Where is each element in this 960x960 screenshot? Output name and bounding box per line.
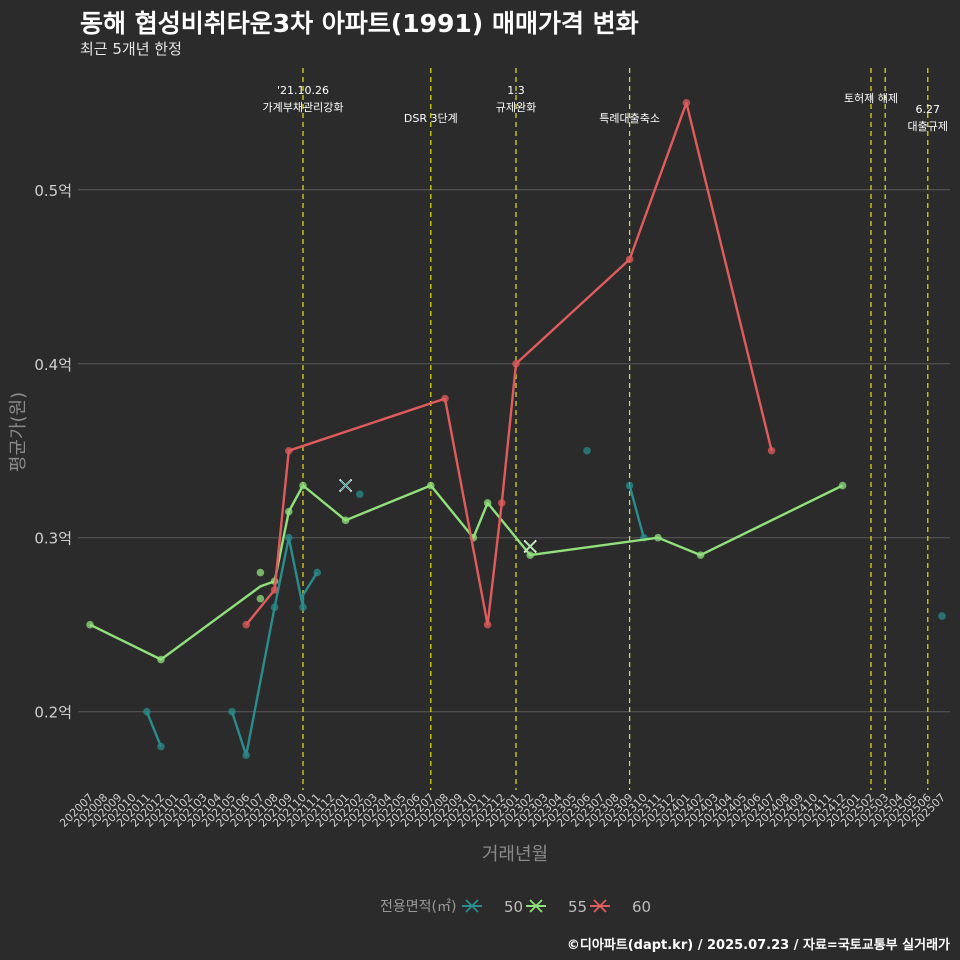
x-axis-label: 거래년월 — [482, 844, 548, 865]
data-point — [242, 620, 250, 629]
data-point — [356, 490, 364, 499]
data-point — [228, 707, 236, 716]
series-60 — [242, 98, 776, 629]
series-line — [89, 484, 844, 661]
data-point — [483, 620, 492, 629]
data-point — [427, 481, 435, 490]
grid-lines — [78, 189, 950, 713]
chart-caption: ©디아파트(dapt.kr) / 2025.07.23 / 자료=국토교통부 실… — [566, 938, 950, 953]
y-axis: 0.2억 0.3억 0.4억 0.5억 — [34, 182, 72, 722]
data-point — [696, 551, 705, 559]
data-point — [498, 499, 506, 507]
data-point — [938, 612, 946, 620]
data-point — [270, 586, 279, 594]
data-point — [256, 594, 265, 603]
data-point — [242, 751, 250, 760]
chart-title: 동해 협성비취타운3차 아파트(1991) 매매가격 변화 — [80, 9, 639, 38]
data-point — [838, 481, 847, 490]
data-point — [86, 620, 94, 629]
data-point — [526, 551, 534, 559]
annotation-label: 가계부채관리강화 — [263, 101, 344, 114]
legend-cross — [465, 899, 479, 913]
annotation-label: 토허제 해제 — [844, 91, 898, 105]
data-point — [341, 516, 350, 525]
data-point — [682, 98, 691, 107]
data-point — [299, 603, 307, 612]
data-point — [285, 533, 293, 542]
data-point — [285, 507, 293, 516]
y-tick-label: 0.3억 — [34, 530, 72, 548]
data-point — [157, 655, 165, 664]
legend-cross — [529, 899, 543, 913]
series-line — [245, 101, 773, 626]
series-layer — [86, 98, 946, 760]
y-axis-label: 평균가(원) — [8, 392, 29, 472]
data-point — [313, 568, 322, 577]
legend-label: 50 — [504, 898, 523, 916]
chart-subtitle: 최근 5개년 한정 — [80, 40, 182, 58]
annotation-label: 1.3 — [507, 84, 525, 97]
y-tick-label: 0.4억 — [34, 356, 72, 374]
series-line — [628, 485, 645, 539]
annotation-label: 6.27 — [916, 103, 941, 116]
legend-cross — [593, 899, 607, 913]
data-point — [767, 446, 776, 455]
data-point — [256, 568, 265, 577]
data-point — [143, 707, 151, 716]
data-point — [441, 394, 449, 403]
cross-marker-inner — [524, 541, 536, 552]
legend-item-55: 55 — [526, 898, 587, 916]
data-point — [583, 446, 591, 455]
y-tick-label: 0.5억 — [34, 182, 72, 200]
annotation-label: 특례대출축소 — [599, 112, 660, 125]
cross-marker-inner — [340, 480, 351, 491]
data-point — [625, 481, 634, 490]
series-line — [145, 711, 163, 747]
data-point — [299, 481, 307, 490]
data-point — [625, 255, 634, 264]
x-axis: 2020072020082020092020102020112020122021… — [57, 791, 948, 830]
data-point — [512, 359, 520, 368]
legend-label: 60 — [632, 898, 651, 916]
series-line — [230, 536, 319, 757]
legend-item-50: 50 — [462, 898, 523, 916]
data-point — [654, 533, 662, 542]
data-point — [157, 742, 165, 751]
legend-label: 55 — [568, 898, 587, 916]
data-point — [483, 499, 492, 507]
legend-title: 전용면적(㎡) — [380, 899, 456, 915]
data-point — [270, 603, 279, 612]
annotation-label: DSR 3단계 — [404, 112, 458, 125]
y-tick-label: 0.2억 — [34, 704, 72, 722]
annotation-label: '21.10.26 — [277, 84, 329, 97]
legend: 전용면적(㎡) 50 55 60 — [380, 898, 651, 916]
series-50 — [143, 446, 946, 760]
annotation-label: 규제완화 — [496, 101, 536, 114]
annotation-label: 대출규제 — [908, 120, 948, 133]
data-point — [285, 446, 293, 455]
legend-item-60: 60 — [590, 898, 651, 916]
